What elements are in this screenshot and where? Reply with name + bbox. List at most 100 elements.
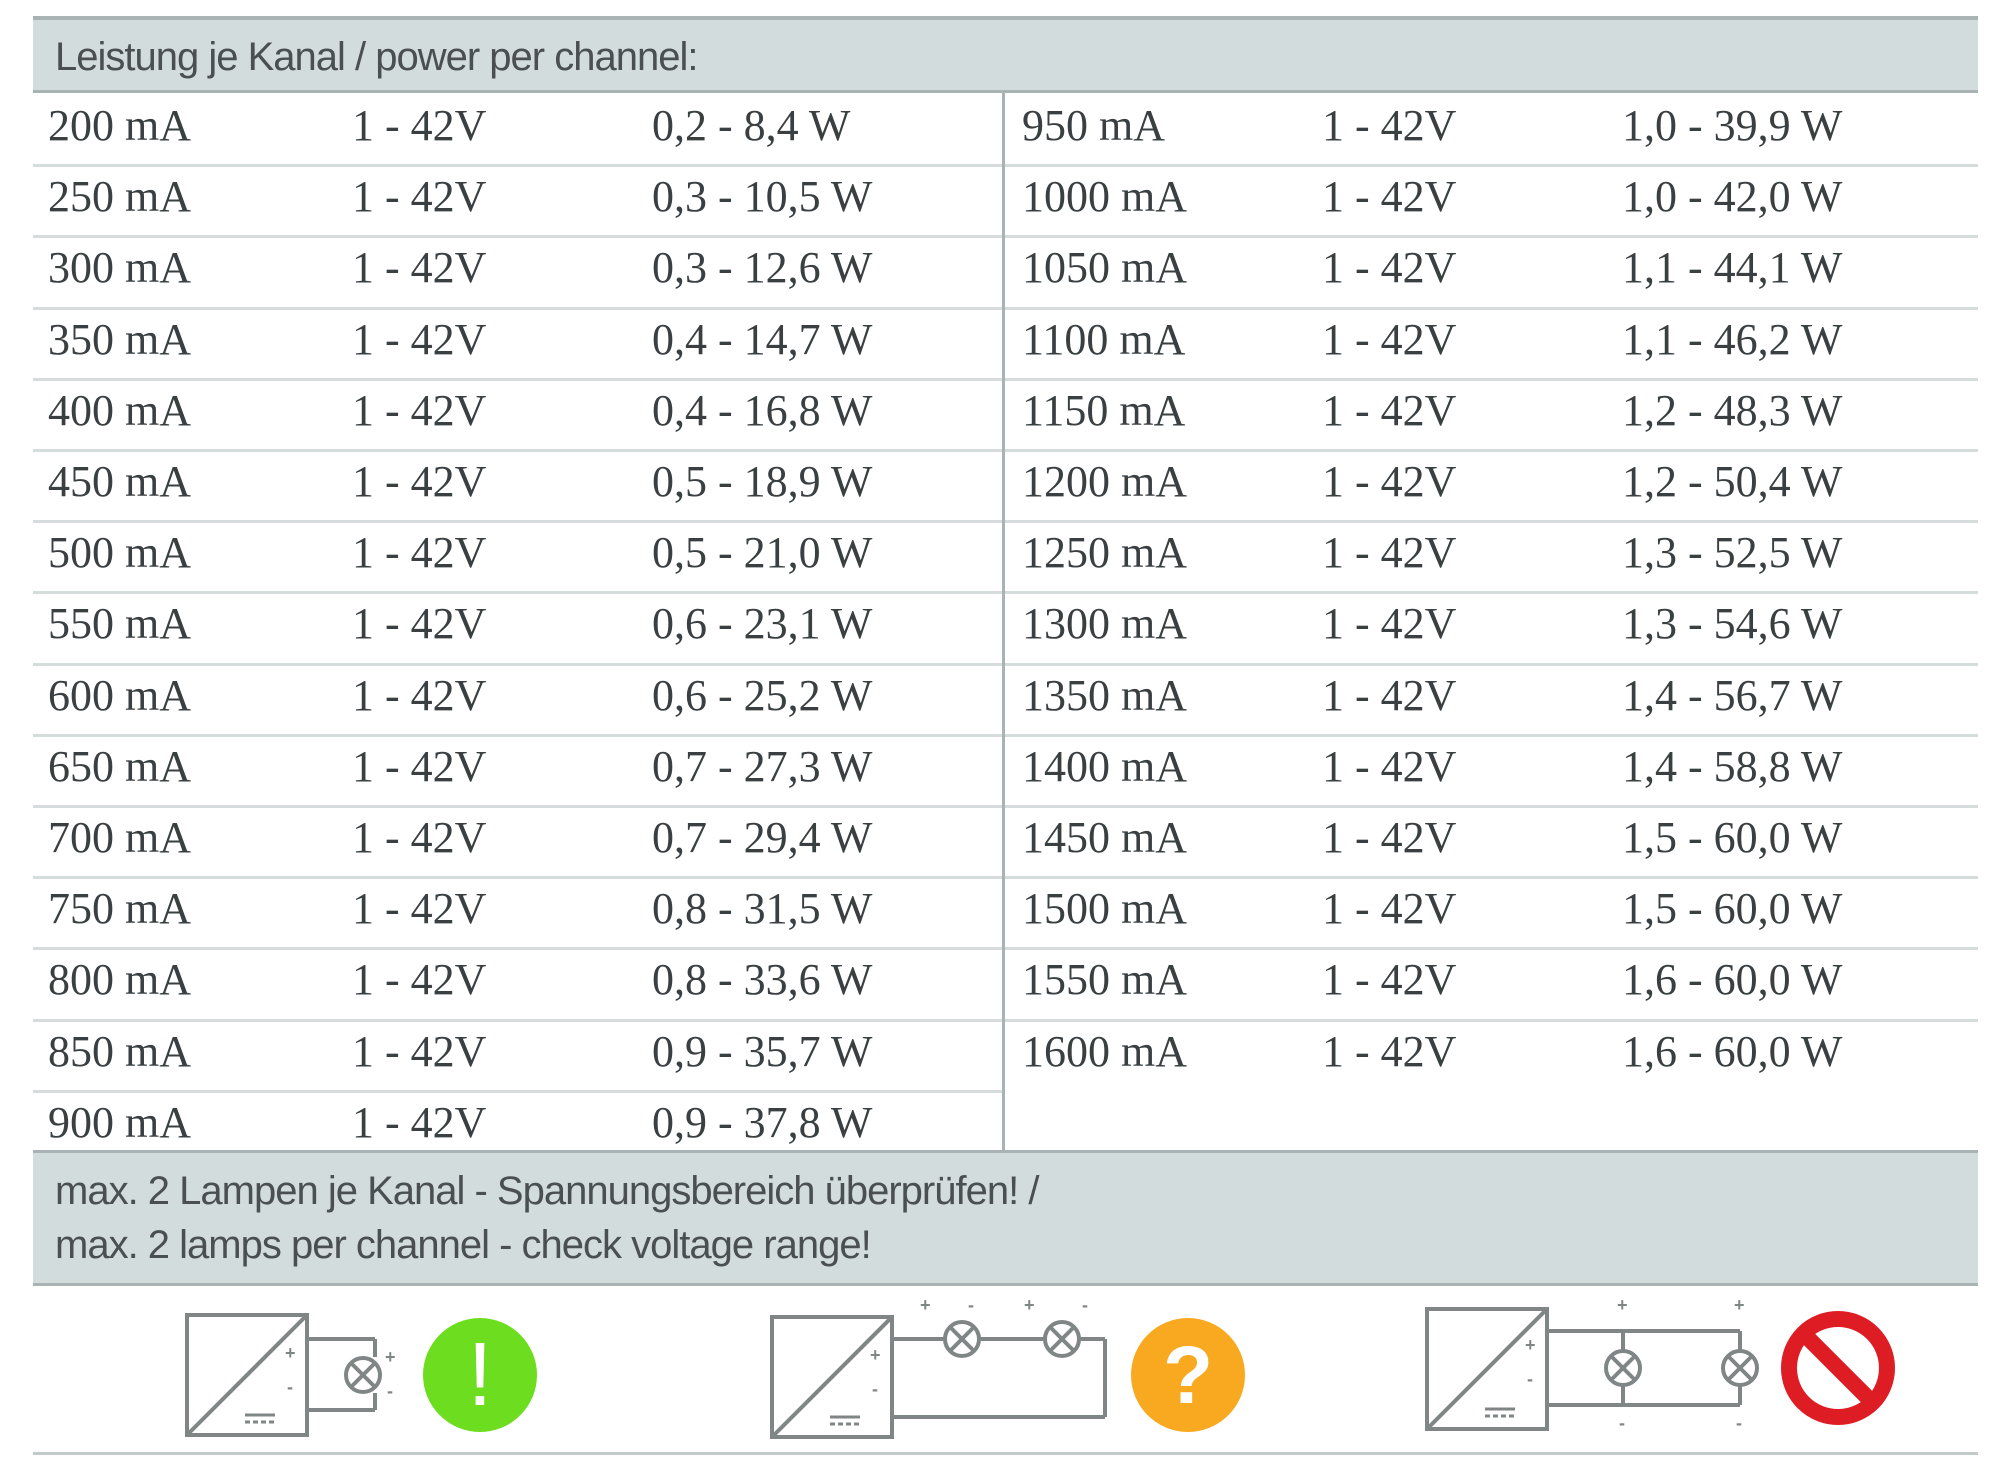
right-current-cell: 1050 mA bbox=[1022, 243, 1187, 293]
left-current-cell: 400 mA bbox=[48, 385, 191, 435]
left-voltage-cell: 1 - 42V bbox=[352, 599, 487, 649]
right-voltage-cell: 1 - 42V bbox=[1322, 243, 1457, 293]
left-voltage-cell: 1 - 42V bbox=[352, 741, 487, 791]
row-separator bbox=[1005, 733, 1978, 737]
right-power-cell: 1,5 - 60,0 W bbox=[1622, 813, 1843, 862]
row-separator bbox=[33, 805, 1003, 808]
driver-box bbox=[770, 1315, 894, 1439]
left-current-cell: 500 mA bbox=[48, 528, 191, 578]
left-power-cell: 0,9 - 35,7 W bbox=[652, 1026, 873, 1076]
left-voltage-cell: 1 - 42V bbox=[352, 813, 487, 862]
svg-text:-: - bbox=[872, 1379, 878, 1399]
bottom-rule bbox=[33, 1452, 1978, 1455]
right-power-cell: 1,1 - 46,2 W bbox=[1622, 314, 1843, 364]
forbidden-badge-icon bbox=[1781, 1311, 1895, 1425]
right-voltage-cell: 1 - 42V bbox=[1322, 172, 1457, 222]
svg-text:-: - bbox=[1619, 1413, 1625, 1433]
svg-text:-: - bbox=[968, 1295, 974, 1315]
left-voltage-cell: 1 - 42V bbox=[352, 955, 487, 1005]
left-voltage-cell: 1 - 42V bbox=[352, 1026, 487, 1076]
row-separator bbox=[33, 520, 1003, 524]
right-current-cell: 1400 mA bbox=[1022, 741, 1187, 791]
right-voltage-cell: 1 - 42V bbox=[1322, 101, 1457, 150]
left-current-cell: 550 mA bbox=[48, 599, 191, 649]
right-power-cell: 1,0 - 42,0 W bbox=[1622, 172, 1843, 222]
driver-box bbox=[185, 1313, 309, 1437]
right-power-cell: 1,3 - 54,6 W bbox=[1622, 599, 1843, 649]
ok-symbol: ! bbox=[467, 1325, 492, 1425]
right-current-cell: 1200 mA bbox=[1022, 457, 1187, 506]
left-current-cell: 600 mA bbox=[48, 670, 191, 720]
row-separator bbox=[1005, 449, 1978, 452]
series-lamps-diagram: + - + - + - ? bbox=[770, 1295, 1250, 1445]
left-voltage-cell: 1 - 42V bbox=[352, 884, 487, 934]
left-voltage-cell: 1 - 42V bbox=[352, 314, 487, 364]
left-voltage-cell: 1 - 42V bbox=[352, 528, 487, 578]
left-voltage-cell: 1 - 42V bbox=[352, 385, 487, 435]
left-current-cell: 700 mA bbox=[48, 813, 191, 862]
warning-text-english: max. 2 lamps per channel - check voltage… bbox=[55, 1223, 872, 1267]
row-separator bbox=[33, 1089, 1003, 1093]
row-separator bbox=[1005, 662, 1978, 666]
svg-text:-: - bbox=[387, 1381, 393, 1401]
row-separator bbox=[1005, 805, 1978, 808]
svg-text:+: + bbox=[1024, 1295, 1035, 1315]
row-separator bbox=[1005, 947, 1978, 951]
right-voltage-cell: 1 - 42V bbox=[1322, 1026, 1457, 1076]
right-current-cell: 1300 mA bbox=[1022, 599, 1187, 649]
svg-text:+: + bbox=[870, 1345, 881, 1365]
left-power-cell: 0,2 - 8,4 W bbox=[652, 101, 851, 150]
right-power-cell: 1,5 - 60,0 W bbox=[1622, 884, 1843, 934]
row-separator bbox=[33, 591, 1003, 595]
svg-text:+: + bbox=[385, 1347, 396, 1367]
right-voltage-cell: 1 - 42V bbox=[1322, 385, 1457, 435]
row-separator bbox=[1005, 876, 1978, 880]
right-power-cell: 1,4 - 58,8 W bbox=[1622, 741, 1843, 791]
right-power-cell: 1,6 - 60,0 W bbox=[1622, 1026, 1843, 1076]
right-power-cell: 1,1 - 44,1 W bbox=[1622, 243, 1843, 293]
right-current-cell: 950 mA bbox=[1022, 101, 1165, 150]
lamp-icon bbox=[344, 1356, 382, 1394]
warning-banner: max. 2 Lampen je Kanal - Spannungsbereic… bbox=[33, 1150, 1978, 1286]
row-separator bbox=[1005, 520, 1978, 524]
svg-text:-: - bbox=[287, 1377, 293, 1397]
left-current-cell: 900 mA bbox=[48, 1097, 191, 1147]
left-power-cell: 0,9 - 37,8 W bbox=[652, 1097, 873, 1147]
right-voltage-cell: 1 - 42V bbox=[1322, 670, 1457, 720]
lamp-1-icon bbox=[1604, 1349, 1642, 1387]
right-power-cell: 1,2 - 50,4 W bbox=[1622, 457, 1843, 506]
right-current-cell: 1000 mA bbox=[1022, 172, 1187, 222]
svg-text:+: + bbox=[920, 1295, 931, 1315]
right-current-cell: 1350 mA bbox=[1022, 670, 1187, 720]
right-current-cell: 1500 mA bbox=[1022, 884, 1187, 934]
row-separator bbox=[1005, 164, 1978, 168]
row-separator bbox=[33, 733, 1003, 737]
right-voltage-cell: 1 - 42V bbox=[1322, 813, 1457, 862]
left-power-cell: 0,8 - 31,5 W bbox=[652, 884, 873, 934]
row-separator bbox=[33, 947, 1003, 951]
svg-text:-: - bbox=[1736, 1413, 1742, 1433]
row-separator bbox=[33, 306, 1003, 310]
svg-text:+: + bbox=[1525, 1335, 1536, 1355]
lamp-2-icon bbox=[1721, 1349, 1759, 1387]
row-separator bbox=[33, 662, 1003, 666]
row-separator bbox=[1005, 591, 1978, 595]
left-power-cell: 0,6 - 25,2 W bbox=[652, 670, 873, 720]
row-separator bbox=[33, 164, 1003, 168]
left-current-cell: 350 mA bbox=[48, 314, 191, 364]
left-power-cell: 0,3 - 12,6 W bbox=[652, 243, 873, 293]
left-power-cell: 0,7 - 29,4 W bbox=[652, 813, 873, 862]
left-power-cell: 0,4 - 16,8 W bbox=[652, 385, 873, 435]
right-power-cell: 1,2 - 48,3 W bbox=[1622, 385, 1843, 435]
svg-text:+: + bbox=[1617, 1295, 1628, 1315]
right-current-cell: 1100 mA bbox=[1022, 314, 1186, 364]
left-voltage-cell: 1 - 42V bbox=[352, 243, 487, 293]
left-power-cell: 0,5 - 18,9 W bbox=[652, 457, 873, 506]
right-voltage-cell: 1 - 42V bbox=[1322, 955, 1457, 1005]
right-voltage-cell: 1 - 42V bbox=[1322, 741, 1457, 791]
row-separator bbox=[33, 876, 1003, 880]
right-current-cell: 1550 mA bbox=[1022, 955, 1187, 1005]
ok-badge-icon bbox=[423, 1318, 537, 1432]
svg-text:-: - bbox=[1527, 1369, 1533, 1389]
